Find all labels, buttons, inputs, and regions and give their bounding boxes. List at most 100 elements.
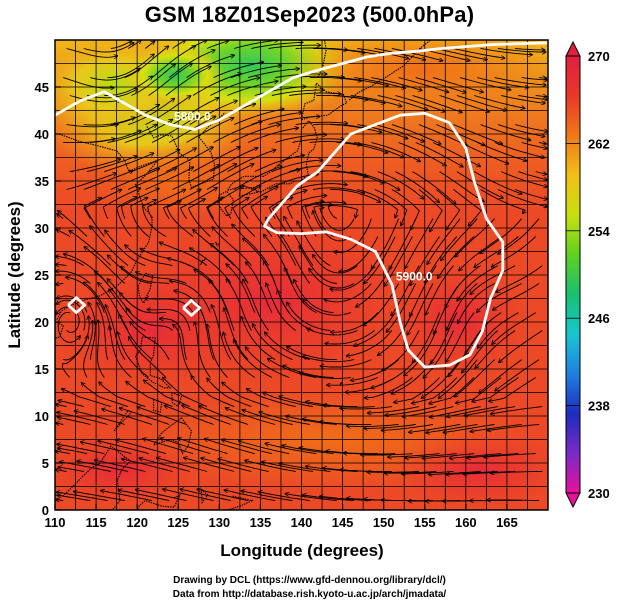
streamline: [165, 406, 214, 425]
streamline: [66, 48, 118, 58]
streamline: [491, 472, 543, 474]
streamline: [250, 197, 273, 237]
streamline: [57, 311, 80, 343]
streamline: [492, 312, 536, 345]
streamline: [492, 236, 537, 267]
x-tick-label: 155: [414, 515, 436, 530]
streamline: [327, 205, 357, 219]
streamline: [125, 245, 173, 267]
y-tick-label: 40: [35, 127, 49, 142]
streamline: [271, 160, 323, 173]
x-tick-label: 110: [45, 515, 66, 530]
streamline: [179, 188, 218, 219]
streamline: [459, 142, 508, 164]
streamline: [304, 202, 345, 219]
x-tick-label: 150: [373, 515, 395, 530]
streamline: [120, 293, 166, 314]
streamline: [371, 218, 399, 269]
contour-line: [55, 41, 548, 131]
streamline: [284, 217, 314, 266]
streamline: [480, 48, 532, 55]
streamline: [63, 316, 89, 361]
streamline: [324, 283, 372, 302]
coastline: [227, 495, 254, 510]
streamline: [127, 40, 141, 49]
y-tick-label: 15: [35, 362, 49, 377]
streamline: [294, 280, 334, 314]
streamline: [268, 359, 317, 378]
streamline: [245, 460, 296, 472]
coastline: [55, 463, 100, 497]
streamline: [190, 248, 232, 284]
streamline: [535, 96, 547, 97]
streamline: [382, 330, 420, 371]
streamline: [206, 41, 228, 49]
streamline: [364, 424, 416, 429]
streamline: [210, 78, 259, 96]
height-contours: 5800.0 5900.0: [55, 41, 548, 369]
streamline: [251, 42, 302, 49]
streamline: [262, 462, 314, 472]
streamline: [285, 494, 337, 502]
streamline: [446, 312, 475, 363]
streamline: [299, 448, 351, 455]
streamline: [130, 322, 170, 360]
streamline: [247, 389, 296, 408]
streamline: [83, 321, 93, 378]
streamline: [168, 258, 214, 284]
streamline: [412, 95, 462, 113]
streamline: [160, 319, 187, 360]
streamline: [391, 48, 443, 61]
streamline: [429, 471, 481, 475]
streamline: [172, 165, 220, 190]
x-tick-label: 135: [250, 515, 272, 530]
y-tick-label: 10: [35, 409, 49, 424]
streamline: [56, 265, 67, 266]
streamline: [330, 124, 381, 133]
streamline: [145, 41, 154, 49]
streamline: [385, 406, 437, 416]
streamline: [224, 490, 276, 502]
streamline: [333, 171, 385, 184]
streamline: [427, 218, 461, 265]
streamline: [182, 405, 231, 425]
streamline: [192, 147, 240, 172]
streamline: [478, 312, 519, 349]
streamline: [333, 95, 385, 104]
coastline: [98, 445, 132, 510]
contour-line: [67, 296, 86, 314]
streamline: [57, 412, 108, 425]
streamline: [268, 190, 306, 219]
streamline: [331, 312, 379, 333]
streamline: [292, 139, 345, 143]
streamline: [432, 142, 480, 167]
streamline: [226, 264, 256, 313]
x-tick-label: 145: [332, 515, 354, 530]
streamline: [323, 405, 375, 407]
streamline: [126, 308, 173, 331]
streamline: [83, 118, 135, 126]
streamline: [453, 48, 505, 59]
streamline: [425, 236, 458, 283]
streamline: [56, 256, 85, 266]
streamline: [371, 77, 422, 91]
streamline: [405, 453, 457, 458]
streamline: [498, 218, 540, 254]
coastline: [200, 488, 209, 505]
streamline: [58, 467, 84, 472]
streamline: [55, 451, 70, 455]
streamline: [473, 95, 524, 109]
coastline: [113, 409, 133, 432]
streamline: [206, 164, 254, 190]
streamline: [148, 63, 193, 96]
streamline: [207, 325, 228, 378]
streamline: [327, 377, 379, 386]
streamline: [148, 148, 197, 173]
streamline: [126, 382, 173, 408]
streamline: [165, 66, 211, 96]
streamline: [241, 491, 293, 502]
streamline: [230, 66, 282, 79]
x-axis-label: Longitude (degrees): [220, 541, 383, 560]
streamline: [147, 309, 191, 331]
streamline: [306, 466, 358, 472]
